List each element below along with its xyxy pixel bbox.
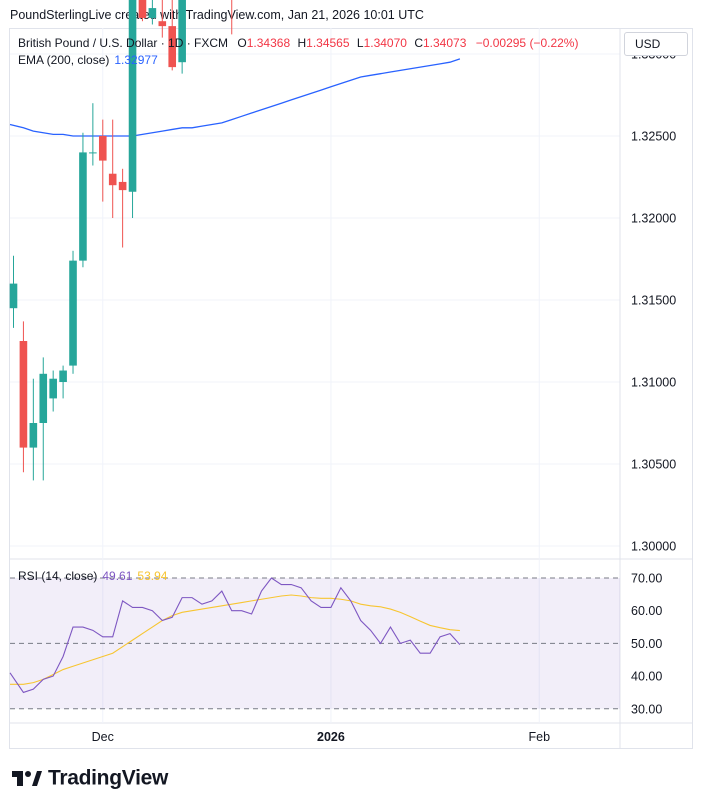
price-tick-label: 1.32000 — [631, 212, 676, 226]
chart-credit-header: PoundSterlingLive created with TradingVi… — [10, 8, 424, 22]
rsi-ma-value: 53.94 — [137, 569, 168, 583]
candle-body — [59, 370, 67, 382]
ema-line — [9, 58, 461, 137]
candle-body — [19, 341, 28, 448]
candle-body — [29, 423, 38, 448]
candle-body — [158, 21, 167, 27]
rsi-background — [10, 577, 620, 710]
low-value: 1.34070 — [363, 36, 407, 50]
candle-body — [108, 173, 117, 186]
low-label: L — [356, 36, 364, 50]
price-tick-label: 1.30500 — [631, 458, 676, 472]
symbol-name: British Pound / U.S. Dollar · 1D · FXCM — [18, 36, 229, 50]
open-value: 1.34368 — [246, 36, 291, 50]
close-value: 1.34073 — [422, 36, 467, 50]
rsi-tick-label: 50.00 — [631, 637, 662, 651]
time-axis: Dec 2026 Feb — [92, 730, 550, 744]
chart-frame — [9, 28, 693, 749]
candle-body — [128, 0, 137, 192]
rsi-tick-label: 60.00 — [631, 604, 662, 618]
rsi-value: 49.61 — [102, 569, 133, 583]
rsi-line — [9, 577, 461, 694]
candle-body — [138, 0, 147, 18]
rsi-tick-label: 70.00 — [631, 572, 662, 586]
candle-body — [79, 152, 87, 261]
high-value: 1.34565 — [306, 36, 350, 50]
brand-name: TradingView — [48, 766, 169, 790]
candle-body — [178, 0, 186, 63]
candle-body — [89, 152, 97, 154]
symbol-legend: British Pound / U.S. Dollar · 1D · FXCM … — [18, 36, 578, 50]
high-label: H — [297, 36, 307, 50]
price-tick-label: 1.30000 — [631, 540, 676, 554]
rsi-label: RSI (14, close) — [18, 569, 98, 583]
price-tick-label: 1.31000 — [631, 376, 676, 390]
price-axis: 1.30000 1.30500 1.31000 1.31500 1.32000 1.325… — [631, 48, 676, 717]
candle-body — [39, 373, 48, 423]
tradingview-logo[interactable]: TradingView — [12, 766, 168, 790]
rsi-legend[interactable]: RSI (14, close) 49.61 53.94 — [18, 569, 167, 583]
currency-button[interactable]: USD — [624, 32, 688, 56]
ema-label: EMA (200, close) — [18, 53, 110, 67]
rsi-pane — [9, 577, 461, 694]
price-tick-label: 1.32500 — [631, 130, 676, 144]
rsi-tick-label: 30.00 — [631, 702, 662, 716]
price-tick-label: 1.31500 — [631, 294, 676, 308]
candle-body — [118, 181, 127, 191]
ema-value: 1.32977 — [114, 53, 158, 67]
close-label: C — [414, 36, 423, 50]
time-tick-label: Feb — [528, 730, 550, 744]
rsi-tick-label: 40.00 — [631, 670, 662, 684]
candle-body — [168, 26, 177, 68]
ema-200-line — [9, 58, 461, 137]
candle-body — [148, 8, 157, 18]
open-label: O — [237, 36, 247, 50]
candle-body — [98, 136, 107, 161]
change-value: −0.00295 (−0.22%) — [475, 36, 579, 50]
tradingview-logo-icon — [12, 771, 42, 787]
candle-body — [69, 260, 77, 366]
candle-body — [9, 283, 18, 309]
rsi-ma-line — [10, 594, 460, 685]
grid-lines — [9, 28, 693, 749]
time-tick-label: 2026 — [317, 730, 345, 744]
ema-legend[interactable]: EMA (200, close) 1.32977 — [18, 53, 158, 67]
candlestick-series — [9, 0, 233, 481]
time-tick-label: Dec — [92, 730, 114, 744]
candle-body — [49, 378, 57, 399]
